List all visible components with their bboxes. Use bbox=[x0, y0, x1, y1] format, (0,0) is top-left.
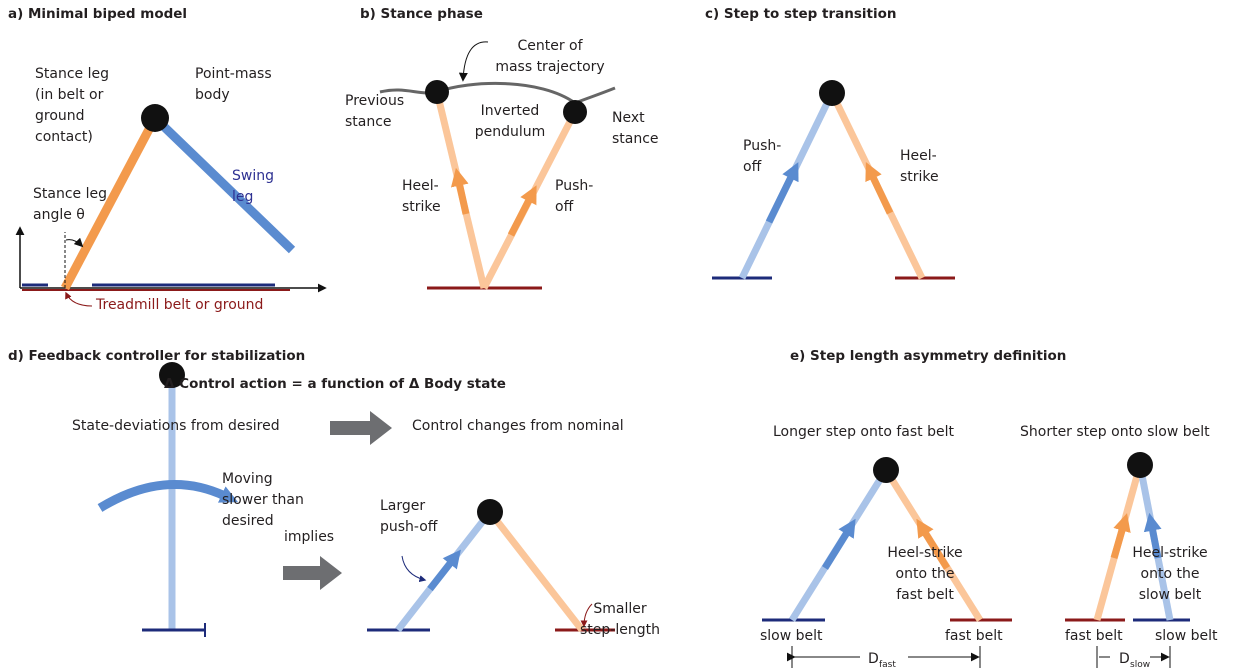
label: Push- bbox=[555, 178, 593, 194]
label: desired bbox=[222, 513, 274, 529]
panel-subtitle: Δ Control action = a function of Δ Body … bbox=[164, 376, 506, 392]
panel-title: e) Step length asymmetry definition bbox=[790, 348, 1066, 364]
label: (in belt or bbox=[35, 87, 104, 103]
label: Moving bbox=[222, 471, 273, 487]
label: ground bbox=[35, 108, 85, 124]
label: slower than bbox=[222, 492, 304, 508]
panel-title: c) Step to step transition bbox=[705, 6, 896, 22]
figure: a) Minimal biped model Stance leg (in belt… bbox=[0, 0, 1239, 670]
label: Previous bbox=[345, 93, 404, 109]
label: Heel-strike bbox=[1132, 545, 1207, 561]
label: Next bbox=[612, 110, 645, 126]
label: off bbox=[555, 199, 574, 215]
panel-title: b) Stance phase bbox=[360, 6, 483, 22]
label: Center of bbox=[517, 38, 583, 54]
label: angle θ bbox=[33, 207, 85, 223]
label: slow belt bbox=[1155, 628, 1218, 644]
label: body bbox=[195, 87, 230, 103]
panel-title: a) Minimal biped model bbox=[8, 6, 187, 22]
label: implies bbox=[284, 529, 334, 545]
label: Heel- bbox=[402, 178, 439, 194]
label: Stance leg bbox=[35, 66, 109, 82]
label: Heel- bbox=[900, 148, 937, 164]
dimension-subscript: slow bbox=[1130, 660, 1150, 670]
label: Control changes from nominal bbox=[412, 418, 624, 434]
label: Longer step onto fast belt bbox=[773, 424, 955, 440]
label: State-deviations from desired bbox=[72, 418, 280, 434]
label: Inverted bbox=[481, 103, 540, 119]
label: Larger bbox=[380, 498, 425, 514]
label: strike bbox=[900, 169, 939, 185]
label: strike bbox=[402, 199, 441, 215]
dimension-symbol: D bbox=[868, 651, 879, 667]
label: Smaller bbox=[593, 601, 646, 617]
panel-title: d) Feedback controller for stabilization bbox=[8, 348, 305, 364]
dimension-symbol: D bbox=[1119, 651, 1130, 667]
label: Push- bbox=[743, 138, 781, 154]
label: Swing bbox=[232, 168, 274, 184]
label: fast belt bbox=[945, 628, 1003, 644]
label: pendulum bbox=[475, 124, 546, 140]
label: push-off bbox=[380, 519, 438, 535]
label: onto the bbox=[1141, 566, 1200, 582]
label: slow belt bbox=[760, 628, 823, 644]
label: Stance leg bbox=[33, 186, 107, 202]
label: contact) bbox=[35, 129, 93, 145]
dimension-subscript: fast bbox=[879, 660, 896, 670]
label: step-length bbox=[580, 622, 660, 638]
label: mass trajectory bbox=[495, 59, 604, 75]
label: Heel-strike bbox=[887, 545, 962, 561]
label: Shorter step onto slow belt bbox=[1020, 424, 1210, 440]
label: off bbox=[743, 159, 762, 175]
label: slow belt bbox=[1139, 587, 1202, 603]
label: fast belt bbox=[896, 587, 954, 603]
label: stance bbox=[612, 131, 659, 147]
label: fast belt bbox=[1065, 628, 1123, 644]
label: leg bbox=[232, 189, 253, 205]
label: stance bbox=[345, 114, 392, 130]
label: Point-mass bbox=[195, 66, 272, 82]
label: Treadmill belt or ground bbox=[95, 297, 263, 313]
label: onto the bbox=[896, 566, 955, 582]
